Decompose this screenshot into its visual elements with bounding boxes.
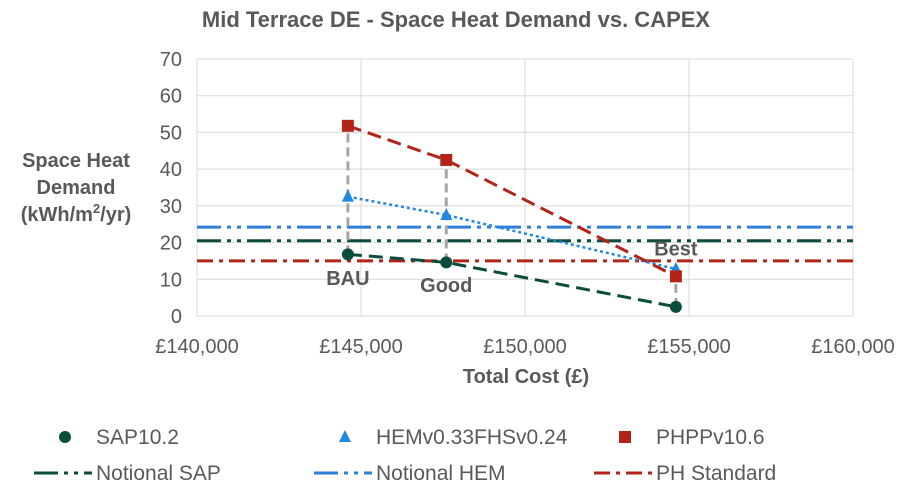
point-sap10-2 <box>341 248 354 261</box>
y-tick-label: 30 <box>160 196 182 218</box>
trend-line-sap10-2 <box>347 252 677 309</box>
grid <box>196 58 854 317</box>
annotation-best: Best <box>654 238 698 260</box>
annotation-bau: BAU <box>326 268 369 290</box>
y-axis-label-unit-a: (kWh/m <box>21 204 93 226</box>
legend-label-phppv10-6: PHPPv10.6 <box>656 426 765 449</box>
chart-title: Mid Terrace DE - Space Heat Demand vs. C… <box>202 7 711 32</box>
annotation-good: Good <box>420 275 472 297</box>
reference-lines <box>197 225 853 263</box>
legend-marker-hemv0-33fhsv0-24 <box>339 430 351 442</box>
point-sap10-2 <box>669 300 682 313</box>
annotations: BAU Good Best <box>326 238 698 297</box>
point-phppv10-6 <box>440 153 453 166</box>
trend-line-phppv10-6 <box>347 124 677 278</box>
x-axis-label: Total Cost (£) <box>463 366 589 388</box>
y-tick-label: 10 <box>160 269 182 291</box>
y-tick-label: 40 <box>160 159 182 181</box>
legend-marker-phppv10-6 <box>619 431 631 443</box>
y-axis-label-line-3: (kWh/m2/yr) <box>21 201 132 226</box>
x-tick-label: £155,000 <box>647 336 730 358</box>
legend: SAP10.2 HEMv0.33FHSv0.24 PHPPv10.6 Notional… <box>34 426 776 485</box>
y-tick-label: 0 <box>171 306 182 328</box>
y-axis-label: Space Heat Demand (kWh/m2/yr) <box>21 150 132 226</box>
y-axis-label-line-2: Demand <box>37 177 116 199</box>
point-phppv10-6 <box>669 270 682 283</box>
data-markers <box>341 119 682 313</box>
legend-marker-sap10-2 <box>59 431 71 443</box>
legend-label-ph-standard: PH Standard <box>656 462 776 485</box>
point-hemv0-33fhsv0-24 <box>341 189 354 202</box>
y-tick-label: 70 <box>160 49 182 71</box>
x-tick-label: £160,000 <box>811 336 894 358</box>
legend-label-hemv0-33fhsv0-24: HEMv0.33FHSv0.24 <box>376 426 568 449</box>
y-tick-label: 20 <box>160 233 182 255</box>
legend-label-sap10-2: SAP10.2 <box>96 426 179 449</box>
legend-label-notional-hem: Notional HEM <box>376 462 506 485</box>
trend-lines <box>347 124 677 309</box>
point-phppv10-6 <box>341 119 354 132</box>
y-tick-label: 60 <box>160 86 182 108</box>
x-tick-label: £145,000 <box>319 336 402 358</box>
y-axis-label-line-1: Space Heat <box>22 150 130 172</box>
y-axis-label-unit-b: /yr) <box>100 204 131 226</box>
y-tick-label: 50 <box>160 122 182 144</box>
x-tick-label: £140,000 <box>155 336 238 358</box>
y-axis-label-superscript: 2 <box>93 201 100 216</box>
point-sap10-2 <box>440 256 453 269</box>
tick-labels: 0 10 20 30 40 50 60 70 £140,000 £145,000 £150,000 £… <box>155 49 894 358</box>
legend-label-notional-sap: Notional SAP <box>96 462 221 485</box>
point-hemv0-33fhsv0-24 <box>440 208 453 221</box>
x-tick-label: £150,000 <box>483 336 566 358</box>
